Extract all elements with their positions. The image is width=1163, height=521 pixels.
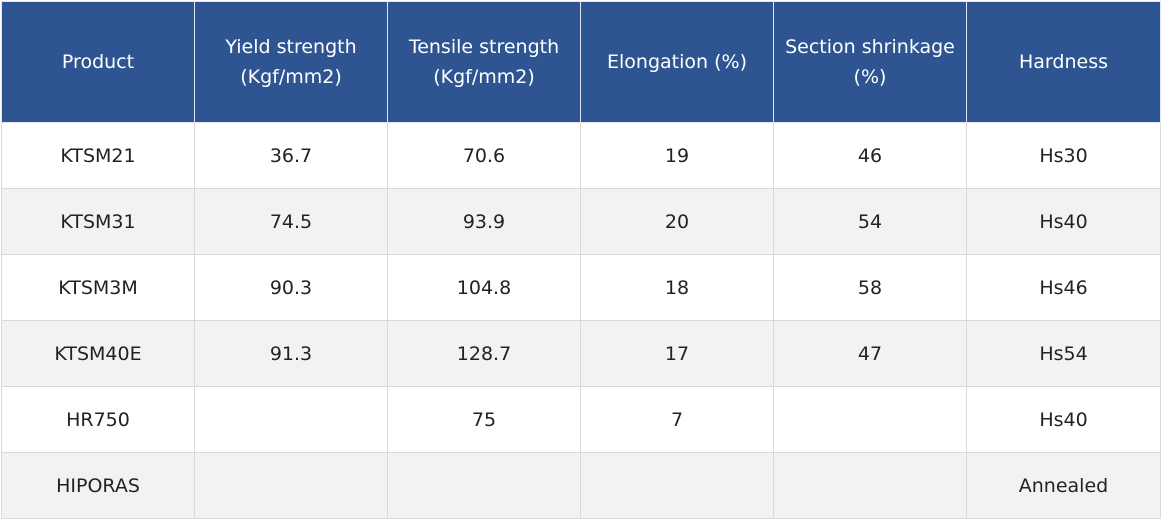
cell-elongation [580, 452, 774, 519]
cell-elongation: 19 [580, 122, 774, 189]
cell-yield-strength [194, 452, 388, 519]
table-row: KTSM40E 91.3 128.7 17 47 Hs54 [1, 320, 1161, 387]
cell-hardness: Hs30 [966, 122, 1161, 189]
cell-section-shrinkage: 54 [773, 188, 967, 255]
cell-section-shrinkage: 47 [773, 320, 967, 387]
header-yield-strength-unit: (Kgf/mm2) [240, 66, 342, 88]
cell-tensile-strength [387, 452, 581, 519]
header-section-shrinkage-label: Section shrinkage [785, 36, 955, 58]
table-row: HIPORAS Annealed [1, 452, 1161, 519]
header-row: Product Yield strength (Kgf/mm2) Tensile… [1, 1, 1161, 123]
cell-product: KTSM21 [1, 122, 195, 189]
cell-hardness: Hs46 [966, 254, 1161, 321]
cell-section-shrinkage: 46 [773, 122, 967, 189]
cell-yield-strength: 90.3 [194, 254, 388, 321]
header-section-shrinkage: Section shrinkage (%) [773, 1, 967, 123]
cell-yield-strength: 74.5 [194, 188, 388, 255]
cell-tensile-strength: 93.9 [387, 188, 581, 255]
cell-hardness: Hs40 [966, 188, 1161, 255]
cell-hardness: Annealed [966, 452, 1161, 519]
cell-product: KTSM31 [1, 188, 195, 255]
cell-yield-strength: 36.7 [194, 122, 388, 189]
table-row: KTSM21 36.7 70.6 19 46 Hs30 [1, 122, 1161, 189]
cell-hardness: Hs54 [966, 320, 1161, 387]
cell-product: HIPORAS [1, 452, 195, 519]
header-yield-strength-label: Yield strength [225, 36, 357, 58]
cell-elongation: 17 [580, 320, 774, 387]
cell-hardness: Hs40 [966, 386, 1161, 453]
header-yield-strength: Yield strength (Kgf/mm2) [194, 1, 388, 123]
header-elongation: Elongation (%) [580, 1, 774, 123]
table-row: HR750 75 7 Hs40 [1, 386, 1161, 453]
cell-product: KTSM3M [1, 254, 195, 321]
cell-section-shrinkage: 58 [773, 254, 967, 321]
cell-section-shrinkage [773, 386, 967, 453]
cell-yield-strength: 91.3 [194, 320, 388, 387]
header-tensile-strength: Tensile strength (Kgf/mm2) [387, 1, 581, 123]
header-elongation-label: Elongation (%) [607, 51, 747, 73]
header-section-shrinkage-unit: (%) [853, 66, 887, 88]
cell-tensile-strength: 104.8 [387, 254, 581, 321]
cell-tensile-strength: 75 [387, 386, 581, 453]
header-tensile-strength-unit: (Kgf/mm2) [433, 66, 535, 88]
header-product: Product [1, 1, 195, 123]
header-hardness: Hardness [966, 1, 1161, 123]
cell-tensile-strength: 70.6 [387, 122, 581, 189]
table-row: KTSM31 74.5 93.9 20 54 Hs40 [1, 188, 1161, 255]
cell-elongation: 7 [580, 386, 774, 453]
header-tensile-strength-label: Tensile strength [408, 36, 560, 58]
cell-section-shrinkage [773, 452, 967, 519]
cell-product: HR750 [1, 386, 195, 453]
cell-product: KTSM40E [1, 320, 195, 387]
cell-tensile-strength: 128.7 [387, 320, 581, 387]
cell-yield-strength [194, 386, 388, 453]
cell-elongation: 20 [580, 188, 774, 255]
table-row: KTSM3M 90.3 104.8 18 58 Hs46 [1, 254, 1161, 321]
header-product-label: Product [61, 51, 135, 73]
header-hardness-label: Hardness [1019, 51, 1108, 73]
cell-elongation: 18 [580, 254, 774, 321]
